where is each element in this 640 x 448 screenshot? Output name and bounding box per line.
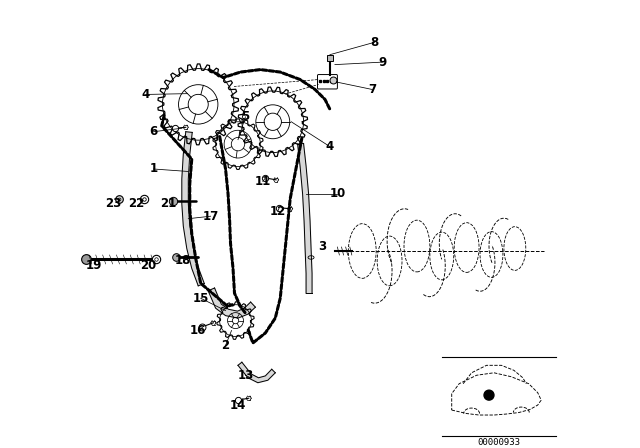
Text: 5: 5 xyxy=(241,110,250,123)
Text: 16: 16 xyxy=(190,324,207,337)
Circle shape xyxy=(484,390,494,400)
Text: 8: 8 xyxy=(371,36,379,49)
Text: 22: 22 xyxy=(128,197,144,210)
Text: 2: 2 xyxy=(221,339,230,352)
Text: 13: 13 xyxy=(237,369,253,382)
Polygon shape xyxy=(182,132,204,286)
Text: 00000933: 00000933 xyxy=(477,438,520,447)
Text: 11: 11 xyxy=(255,175,271,188)
Text: 3: 3 xyxy=(319,240,326,253)
Polygon shape xyxy=(298,143,312,293)
Text: 17: 17 xyxy=(202,210,219,223)
Text: 21: 21 xyxy=(160,197,177,210)
Text: 18: 18 xyxy=(175,254,191,267)
Polygon shape xyxy=(208,288,255,318)
Text: 7: 7 xyxy=(368,83,376,96)
Text: 4: 4 xyxy=(142,88,150,101)
Text: 10: 10 xyxy=(329,187,346,200)
Polygon shape xyxy=(238,362,275,383)
Text: 6: 6 xyxy=(149,125,157,138)
Text: 4: 4 xyxy=(326,140,334,153)
Text: 20: 20 xyxy=(140,259,157,272)
Text: 14: 14 xyxy=(230,399,246,412)
Text: 9: 9 xyxy=(378,56,387,69)
Text: 1: 1 xyxy=(149,163,157,176)
Text: 12: 12 xyxy=(269,205,286,218)
Text: 23: 23 xyxy=(106,197,122,210)
Text: 19: 19 xyxy=(86,259,102,272)
Text: 15: 15 xyxy=(193,292,209,305)
